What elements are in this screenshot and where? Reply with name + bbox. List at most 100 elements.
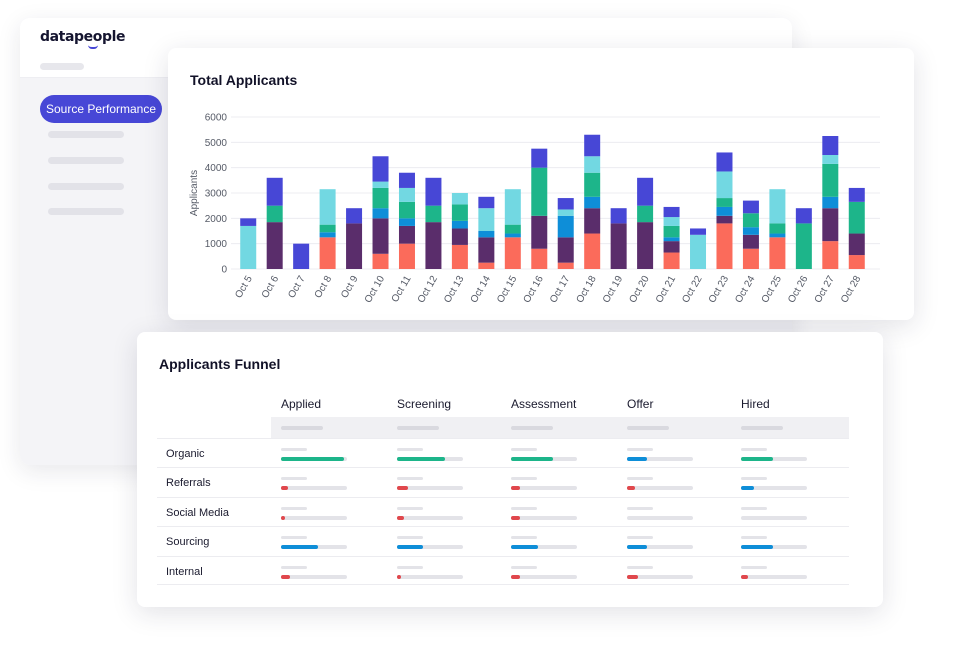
bar-segment-light-teal[interactable] (478, 208, 495, 231)
funnel-row[interactable]: Referrals (157, 467, 849, 496)
bar-segment-dark-purple[interactable] (663, 241, 680, 253)
funnel-cell-screening[interactable] (397, 468, 463, 497)
bar-segment-purple[interactable] (346, 208, 363, 224)
funnel-cell-offer[interactable] (627, 557, 693, 586)
funnel-cell-assessment[interactable] (511, 498, 577, 527)
bar-segment-light-teal[interactable] (319, 189, 336, 225)
funnel-cell-applied[interactable] (281, 557, 347, 586)
funnel-cell-hired[interactable] (741, 439, 807, 468)
bar-segment-teal[interactable] (637, 205, 654, 223)
bar-segment-light-teal[interactable] (372, 181, 389, 188)
funnel-cell-offer[interactable] (627, 468, 693, 497)
nav-item-placeholder[interactable] (48, 157, 124, 164)
funnel-cell-screening[interactable] (397, 557, 463, 586)
funnel-cell-screening[interactable] (397, 439, 463, 468)
bar-segment-light-teal[interactable] (398, 187, 415, 202)
bar-segment-light-teal[interactable] (822, 155, 839, 164)
bar-segment-coral[interactable] (319, 237, 336, 269)
bar-segment-coral[interactable] (584, 233, 601, 269)
nav-item-placeholder[interactable] (48, 208, 124, 215)
bar-segment-coral[interactable] (716, 223, 733, 269)
funnel-cell-screening[interactable] (397, 527, 463, 556)
bar-segment-blue[interactable] (584, 196, 601, 209)
bar-segment-purple[interactable] (848, 187, 865, 202)
bar-segment-dark-purple[interactable] (398, 225, 415, 244)
nav-item-placeholder[interactable] (48, 131, 124, 138)
bar-segment-blue[interactable] (769, 233, 786, 238)
bar-segment-teal[interactable] (531, 167, 548, 216)
bar-segment-blue[interactable] (742, 227, 759, 235)
bar-segment-coral[interactable] (822, 241, 839, 269)
bar-segment-dark-purple[interactable] (848, 233, 865, 256)
col-header-screening[interactable]: Screening (397, 397, 452, 411)
funnel-row[interactable]: Sourcing (157, 526, 849, 555)
funnel-row[interactable]: Organic (157, 438, 849, 467)
bar-segment-dark-purple[interactable] (451, 228, 468, 245)
bar-segment-coral[interactable] (478, 262, 495, 269)
bar-segment-dark-purple[interactable] (557, 237, 574, 263)
funnel-cell-hired[interactable] (741, 557, 807, 586)
bar-segment-coral[interactable] (451, 244, 468, 269)
bar-segment-purple[interactable] (716, 152, 733, 172)
bar-segment-coral[interactable] (531, 248, 548, 269)
bar-segment-dark-purple[interactable] (610, 223, 627, 269)
bar-segment-blue[interactable] (557, 215, 574, 238)
bar-segment-dark-purple[interactable] (425, 222, 442, 269)
funnel-cell-hired[interactable] (741, 498, 807, 527)
bar-segment-blue[interactable] (822, 196, 839, 209)
bar-segment-dark-purple[interactable] (346, 223, 363, 269)
bar-segment-purple[interactable] (557, 198, 574, 210)
bar-segment-dark-purple[interactable] (266, 222, 283, 269)
bar-segment-teal[interactable] (372, 187, 389, 209)
bar-segment-purple[interactable] (266, 177, 283, 206)
bar-segment-teal[interactable] (742, 213, 759, 228)
bar-segment-blue[interactable] (478, 231, 495, 238)
bar-segment-teal[interactable] (769, 223, 786, 234)
funnel-cell-screening[interactable] (397, 498, 463, 527)
bar-segment-coral[interactable] (769, 237, 786, 269)
bar-segment-purple[interactable] (293, 243, 310, 269)
bar-segment-teal[interactable] (266, 205, 283, 223)
funnel-row[interactable]: Internal (157, 555, 849, 586)
bar-segment-coral[interactable] (557, 262, 574, 269)
bar-segment-blue[interactable] (504, 233, 521, 238)
bar-segment-light-teal[interactable] (557, 209, 574, 216)
funnel-cell-applied[interactable] (281, 527, 347, 556)
bar-segment-blue[interactable] (398, 218, 415, 226)
bar-segment-coral[interactable] (372, 253, 389, 269)
bar-segment-purple[interactable] (637, 177, 654, 206)
bar-segment-purple[interactable] (584, 134, 601, 157)
bar-segment-purple[interactable] (425, 177, 442, 206)
bar-segment-dark-purple[interactable] (742, 234, 759, 249)
bar-segment-teal[interactable] (663, 225, 680, 238)
bar-segment-dark-purple[interactable] (372, 218, 389, 254)
bar-segment-purple[interactable] (822, 136, 839, 155)
bar-segment-purple[interactable] (398, 172, 415, 188)
col-header-hired[interactable]: Hired (741, 397, 770, 411)
funnel-cell-applied[interactable] (281, 439, 347, 468)
col-header-applied[interactable]: Applied (281, 397, 322, 411)
bar-segment-teal[interactable] (822, 163, 839, 197)
bar-segment-teal[interactable] (398, 201, 415, 219)
funnel-cell-assessment[interactable] (511, 557, 577, 586)
bar-segment-purple[interactable] (478, 196, 495, 209)
bar-segment-coral[interactable] (742, 248, 759, 269)
bar-segment-purple[interactable] (531, 148, 548, 168)
bar-segment-teal[interactable] (716, 198, 733, 207)
funnel-row[interactable]: Social Media (157, 496, 849, 527)
funnel-cell-hired[interactable] (741, 527, 807, 556)
bar-segment-teal[interactable] (319, 224, 336, 233)
bar-segment-teal[interactable] (504, 224, 521, 234)
funnel-cell-applied[interactable] (281, 468, 347, 497)
bar-segment-coral[interactable] (663, 252, 680, 269)
bar-segment-dark-purple[interactable] (531, 215, 548, 249)
bar-segment-light-teal[interactable] (584, 156, 601, 173)
col-header-offer[interactable]: Offer (627, 397, 654, 411)
bar-segment-light-teal[interactable] (504, 189, 521, 225)
bar-segment-blue[interactable] (451, 220, 468, 229)
bar-segment-coral[interactable] (398, 243, 415, 269)
bar-segment-purple[interactable] (795, 208, 812, 224)
bar-segment-purple[interactable] (663, 206, 680, 218)
funnel-cell-assessment[interactable] (511, 468, 577, 497)
bar-segment-light-teal[interactable] (663, 217, 680, 226)
